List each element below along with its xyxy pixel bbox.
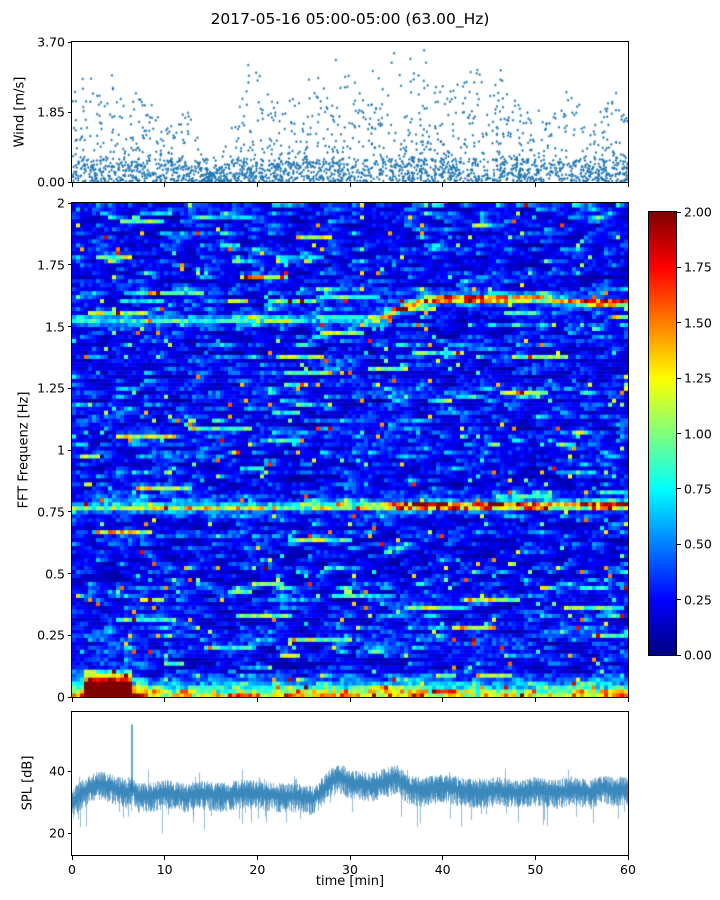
tick-mark [677, 543, 681, 545]
tick-mark [68, 111, 72, 113]
tick-mark [677, 488, 681, 490]
tick-mark [349, 183, 351, 187]
tick-mark [71, 856, 73, 860]
tick-label: 1 [57, 442, 65, 458]
tick-mark [627, 183, 629, 187]
tick-label: 0.5 [45, 566, 65, 581]
spl-ylabel: SPL [dB] [20, 755, 36, 811]
tick-mark [677, 599, 681, 601]
tick-mark [68, 326, 72, 327]
tick-mark [164, 698, 166, 702]
tick-label: 1.25 [684, 370, 712, 386]
tick-mark [627, 698, 629, 702]
wind-ylabel: Wind [m/s] [12, 76, 28, 148]
tick-mark [677, 322, 681, 324]
tick-mark [68, 449, 72, 451]
tick-mark [68, 573, 72, 574]
tick-mark [68, 41, 72, 43]
tick-mark [164, 183, 166, 187]
tick-mark [68, 264, 72, 266]
tick-label: 3.70 [37, 34, 65, 50]
spectrogram-plot [71, 202, 629, 698]
tick-label: 10 [156, 862, 173, 877]
tick-mark [68, 770, 72, 772]
wind-scatter-plot [71, 41, 629, 183]
tick-mark [256, 698, 258, 702]
tick-mark [677, 211, 681, 213]
tick-mark [256, 856, 258, 860]
time-xlabel: time [min] [315, 874, 385, 889]
tick-label: 30 [342, 862, 358, 877]
fft-ylabel: FFT Frequenz [Hz] [16, 391, 32, 509]
tick-mark [68, 181, 72, 183]
tick-label: 1.00 [684, 426, 712, 441]
tick-mark [442, 183, 444, 187]
colorbar [648, 211, 677, 656]
tick-label: 1.75 [684, 259, 712, 275]
tick-mark [677, 433, 681, 434]
tick-mark [68, 634, 72, 636]
tick-label: 1.75 [37, 257, 65, 273]
tick-mark [534, 183, 536, 187]
tick-label: 40 [49, 763, 65, 779]
tick-label: 1.25 [37, 380, 65, 396]
tick-mark [68, 387, 72, 389]
tick-label: 50 [527, 862, 544, 877]
tick-label: 0.00 [684, 647, 712, 663]
tick-mark [349, 698, 351, 702]
tick-mark [534, 856, 536, 860]
tick-mark [68, 696, 72, 698]
tick-mark [627, 856, 629, 860]
figure-title: 2017-05-16 05:00-05:00 (63.00_Hz) [210, 10, 490, 28]
tick-label: 0 [68, 862, 76, 877]
tick-mark [534, 698, 536, 702]
tick-mark [677, 377, 681, 379]
tick-mark [349, 856, 351, 860]
spl-plot [71, 711, 629, 856]
tick-mark [256, 183, 258, 187]
tick-mark [71, 698, 73, 702]
tick-label: 40 [434, 862, 451, 877]
tick-label: 0.00 [37, 174, 65, 190]
tick-label: 0 [57, 689, 65, 705]
tick-label: 20 [249, 862, 266, 877]
tick-label: 2 [57, 195, 65, 211]
tick-label: 1.85 [37, 104, 65, 120]
tick-mark [68, 202, 72, 204]
tick-mark [71, 183, 73, 187]
tick-label: 0.50 [684, 536, 712, 552]
tick-label: 20 [49, 825, 65, 841]
tick-label: 0.75 [684, 481, 712, 497]
tick-mark [677, 654, 681, 656]
tick-mark [68, 511, 72, 513]
tick-label: 60 [620, 862, 636, 877]
tick-label: 0.25 [37, 627, 65, 643]
tick-label: 0.75 [37, 504, 65, 520]
tick-label: 1.50 [684, 315, 712, 331]
tick-mark [442, 856, 444, 860]
tick-label: 2.00 [684, 204, 712, 220]
tick-label: 1.5 [45, 319, 65, 334]
tick-mark [164, 856, 166, 860]
tick-mark [442, 698, 444, 702]
tick-mark [677, 266, 681, 268]
tick-label: 0.25 [684, 592, 712, 608]
tick-mark [68, 832, 72, 834]
